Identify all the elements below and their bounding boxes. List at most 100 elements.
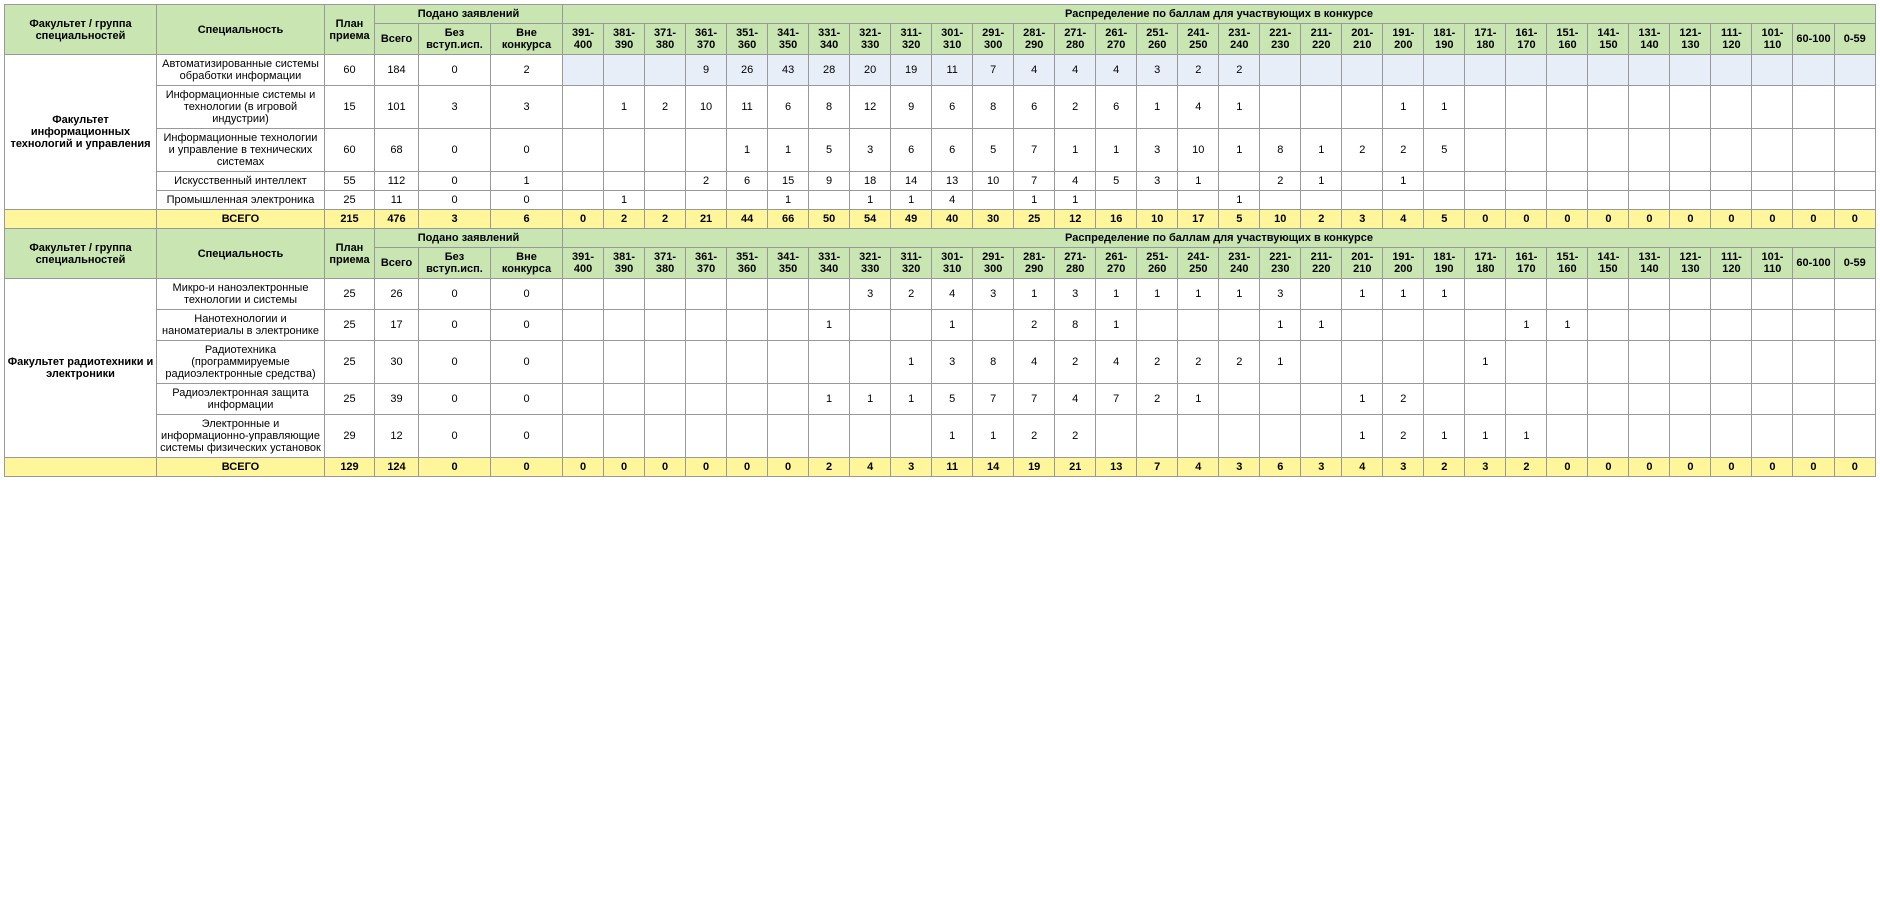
total-outcomp: 6: [491, 210, 563, 229]
cell-score: [604, 384, 645, 415]
cell-score: [1260, 384, 1301, 415]
total-score: 0: [1793, 458, 1834, 477]
cell-score: [1219, 415, 1260, 458]
total-score: 5: [1424, 210, 1465, 229]
hdr-score-range: 181-190: [1424, 248, 1465, 279]
cell-score: 2: [1219, 341, 1260, 384]
total-total: 476: [375, 210, 419, 229]
cell-score: 1: [1055, 191, 1096, 210]
total-score: 30: [973, 210, 1014, 229]
cell-score: 1: [809, 310, 850, 341]
hdr-score-range: 101-110: [1752, 248, 1793, 279]
cell-score: [727, 415, 768, 458]
cell-score: [1219, 310, 1260, 341]
cell-score: [563, 191, 604, 210]
cell-score: [1834, 384, 1876, 415]
cell-score: 2: [1137, 341, 1178, 384]
cell-score: [563, 279, 604, 310]
cell-score: [1547, 384, 1588, 415]
cell-score: 1: [768, 129, 809, 172]
hdr-score-range: 291-300: [973, 24, 1014, 55]
specialty-name: Нанотехнологии и наноматериалы в электро…: [157, 310, 325, 341]
cell-plan: 25: [325, 279, 375, 310]
cell-score: [1711, 384, 1752, 415]
cell-score: 4: [932, 191, 973, 210]
total-score: 0: [686, 458, 727, 477]
total-score: 0: [768, 458, 809, 477]
cell-score: 4: [1055, 172, 1096, 191]
cell-score: [973, 191, 1014, 210]
cell-score: 3: [1137, 55, 1178, 86]
hdr-score-range: 0-59: [1834, 24, 1876, 55]
cell-score: [1424, 310, 1465, 341]
total-score: 13: [1096, 458, 1137, 477]
hdr-score-range: 311-320: [891, 24, 932, 55]
cell-score: 2: [1055, 341, 1096, 384]
faculty-name: Факультет радиотехники и электроники: [5, 279, 157, 458]
hdr-score-range: 121-130: [1670, 248, 1711, 279]
total-score: 16: [1096, 210, 1137, 229]
cell-total: 12: [375, 415, 419, 458]
cell-total: 30: [375, 341, 419, 384]
cell-score: [727, 191, 768, 210]
cell-score: 1: [1342, 279, 1383, 310]
cell-score: [768, 341, 809, 384]
cell-score: [1670, 129, 1711, 172]
cell-score: 1: [891, 341, 932, 384]
cell-total: 112: [375, 172, 419, 191]
cell-score: [1793, 341, 1834, 384]
cell-score: [645, 415, 686, 458]
cell-plan: 29: [325, 415, 375, 458]
cell-score: [686, 341, 727, 384]
hdr-score-range: 131-140: [1629, 24, 1670, 55]
cell-score: 2: [1178, 341, 1219, 384]
total-score: 11: [932, 458, 973, 477]
total-score: 19: [1014, 458, 1055, 477]
cell-score: [1547, 415, 1588, 458]
cell-score: [1793, 55, 1834, 86]
cell-score: 1: [768, 191, 809, 210]
cell-score: [850, 341, 891, 384]
cell-score: [1588, 172, 1629, 191]
total-score: 0: [1506, 210, 1547, 229]
cell-score: [563, 384, 604, 415]
cell-score: [645, 129, 686, 172]
cell-score: [1547, 129, 1588, 172]
total-score: 2: [809, 458, 850, 477]
cell-outcomp: 0: [491, 384, 563, 415]
cell-score: 1: [1014, 279, 1055, 310]
cell-plan: 25: [325, 341, 375, 384]
cell-score: 3: [973, 279, 1014, 310]
cell-score: 5: [973, 129, 1014, 172]
cell-score: 1: [1465, 415, 1506, 458]
cell-score: 1: [1506, 310, 1547, 341]
cell-plan: 25: [325, 310, 375, 341]
cell-score: [563, 172, 604, 191]
cell-noexam: 0: [419, 415, 491, 458]
cell-score: [1588, 191, 1629, 210]
cell-score: [1670, 415, 1711, 458]
hdr-score-range: 111-120: [1711, 24, 1752, 55]
cell-score: 2: [1219, 55, 1260, 86]
cell-score: 10: [973, 172, 1014, 191]
hdr-score-range: 60-100: [1793, 24, 1834, 55]
hdr-score-range: 351-360: [727, 248, 768, 279]
total-score: 0: [1670, 458, 1711, 477]
total-total: 124: [375, 458, 419, 477]
cell-score: [973, 310, 1014, 341]
cell-plan: 55: [325, 172, 375, 191]
cell-score: 7: [1014, 129, 1055, 172]
hdr-noexam: Без вступ.исп.: [419, 248, 491, 279]
cell-score: [1465, 129, 1506, 172]
cell-score: [1506, 129, 1547, 172]
total-score: 0: [1752, 458, 1793, 477]
cell-score: 2: [645, 86, 686, 129]
cell-score: [891, 415, 932, 458]
total-score: 17: [1178, 210, 1219, 229]
specialty-name: Радиоэлектронная защита информации: [157, 384, 325, 415]
cell-score: 18: [850, 172, 891, 191]
cell-score: [1670, 86, 1711, 129]
cell-score: [686, 384, 727, 415]
total-score: 0: [1629, 458, 1670, 477]
hdr-score-range: 371-380: [645, 248, 686, 279]
